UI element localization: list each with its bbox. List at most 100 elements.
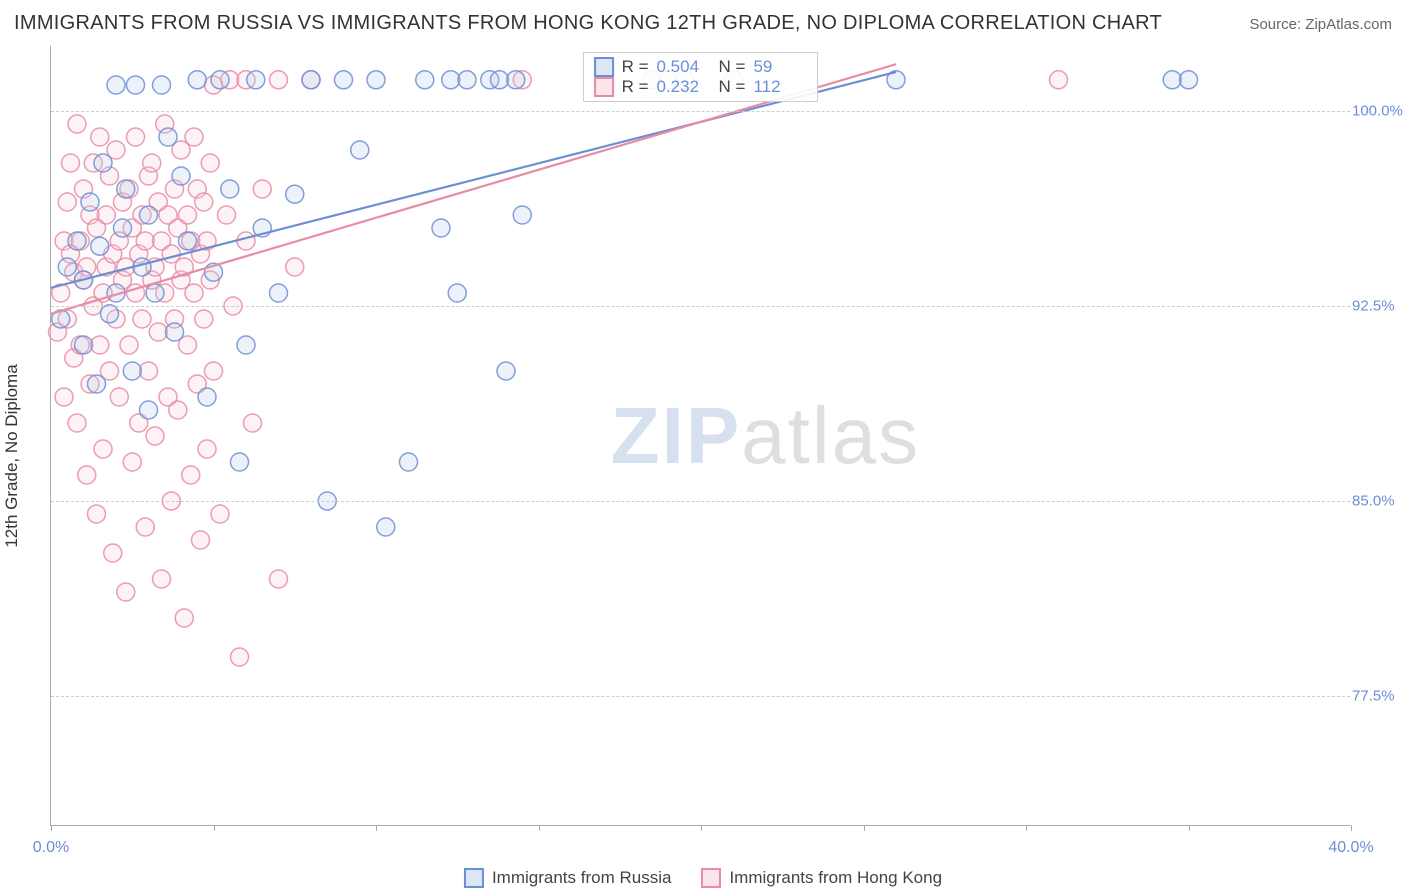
scatter-point — [149, 323, 167, 341]
bottom-legend: Immigrants from RussiaImmigrants from Ho… — [464, 868, 942, 888]
scatter-point — [211, 71, 229, 89]
source-label: Source: ZipAtlas.com — [1249, 16, 1392, 33]
scatter-point — [110, 388, 128, 406]
scatter-point — [221, 180, 239, 198]
scatter-point — [513, 206, 531, 224]
chart-title: IMMIGRANTS FROM RUSSIA VS IMMIGRANTS FRO… — [14, 12, 1162, 35]
scatter-point — [81, 193, 99, 211]
scatter-point — [179, 232, 197, 250]
scatter-point — [211, 505, 229, 523]
scatter-point — [97, 206, 115, 224]
scatter-point — [253, 180, 271, 198]
scatter-point — [237, 336, 255, 354]
scatter-point — [335, 71, 353, 89]
scatter-point — [198, 440, 216, 458]
stats-row: R =0.504N =59 — [594, 57, 808, 77]
scatter-point — [302, 71, 320, 89]
stat-n-label: N = — [719, 57, 746, 77]
scatter-point — [117, 583, 135, 601]
scatter-point — [205, 362, 223, 380]
scatter-point — [351, 141, 369, 159]
scatter-point — [123, 453, 141, 471]
stat-r-value: 0.232 — [657, 77, 711, 97]
scatter-point — [400, 453, 418, 471]
scatter-point — [195, 310, 213, 328]
gridline-h — [51, 306, 1350, 307]
scatter-point — [237, 232, 255, 250]
x-tick-label: 40.0% — [1328, 839, 1373, 857]
stat-n-label: N = — [719, 77, 746, 97]
scatter-point — [127, 128, 145, 146]
scatter-point — [68, 414, 86, 432]
scatter-point — [286, 185, 304, 203]
y-tick-label: 100.0% — [1352, 103, 1402, 120]
scatter-point — [1050, 71, 1068, 89]
x-tick — [1189, 825, 1190, 831]
plot-svg — [51, 46, 1350, 825]
scatter-point — [123, 362, 141, 380]
scatter-point — [195, 193, 213, 211]
scatter-point — [270, 71, 288, 89]
scatter-point — [491, 71, 509, 89]
scatter-point — [127, 76, 145, 94]
scatter-point — [244, 414, 262, 432]
legend-swatch — [594, 57, 614, 77]
scatter-point — [286, 258, 304, 276]
x-tick — [214, 825, 215, 831]
scatter-point — [169, 401, 187, 419]
scatter-point — [91, 237, 109, 255]
scatter-point — [88, 375, 106, 393]
stat-n-value: 59 — [753, 57, 807, 77]
x-tick — [1351, 825, 1352, 831]
scatter-point — [175, 609, 193, 627]
scatter-point — [159, 128, 177, 146]
x-tick — [51, 825, 52, 831]
scatter-point — [1163, 71, 1181, 89]
scatter-point — [231, 453, 249, 471]
scatter-point — [62, 154, 80, 172]
scatter-point — [143, 154, 161, 172]
scatter-point — [91, 336, 109, 354]
scatter-point — [201, 154, 219, 172]
scatter-point — [58, 193, 76, 211]
gridline-h — [51, 696, 1350, 697]
scatter-point — [78, 466, 96, 484]
legend-swatch — [701, 868, 721, 888]
stats-row: R =0.232N =112 — [594, 77, 808, 97]
scatter-point — [146, 427, 164, 445]
scatter-point — [114, 219, 132, 237]
scatter-point — [68, 232, 86, 250]
scatter-point — [185, 284, 203, 302]
scatter-point — [458, 71, 476, 89]
y-tick-label: 85.0% — [1352, 493, 1402, 510]
x-tick — [376, 825, 377, 831]
plot-area: ZIPatlas R =0.504N =59R =0.232N =112 77.… — [50, 46, 1350, 826]
scatter-point — [91, 128, 109, 146]
scatter-point — [507, 71, 525, 89]
legend-swatch — [464, 868, 484, 888]
scatter-point — [120, 336, 138, 354]
scatter-point — [270, 570, 288, 588]
scatter-point — [101, 305, 119, 323]
scatter-point — [185, 128, 203, 146]
scatter-point — [432, 219, 450, 237]
scatter-point — [231, 648, 249, 666]
scatter-point — [377, 518, 395, 536]
stat-r-label: R = — [622, 57, 649, 77]
scatter-point — [94, 440, 112, 458]
scatter-point — [133, 310, 151, 328]
scatter-point — [442, 71, 460, 89]
scatter-point — [1180, 71, 1198, 89]
scatter-point — [247, 71, 265, 89]
scatter-point — [172, 167, 190, 185]
stat-r-label: R = — [622, 77, 649, 97]
scatter-point — [179, 206, 197, 224]
scatter-point — [104, 544, 122, 562]
scatter-point — [198, 388, 216, 406]
scatter-point — [58, 258, 76, 276]
scatter-point — [367, 71, 385, 89]
header-row: IMMIGRANTS FROM RUSSIA VS IMMIGRANTS FRO… — [14, 12, 1392, 35]
legend-item: Immigrants from Hong Kong — [701, 868, 942, 888]
scatter-point — [117, 180, 135, 198]
scatter-point — [166, 323, 184, 341]
